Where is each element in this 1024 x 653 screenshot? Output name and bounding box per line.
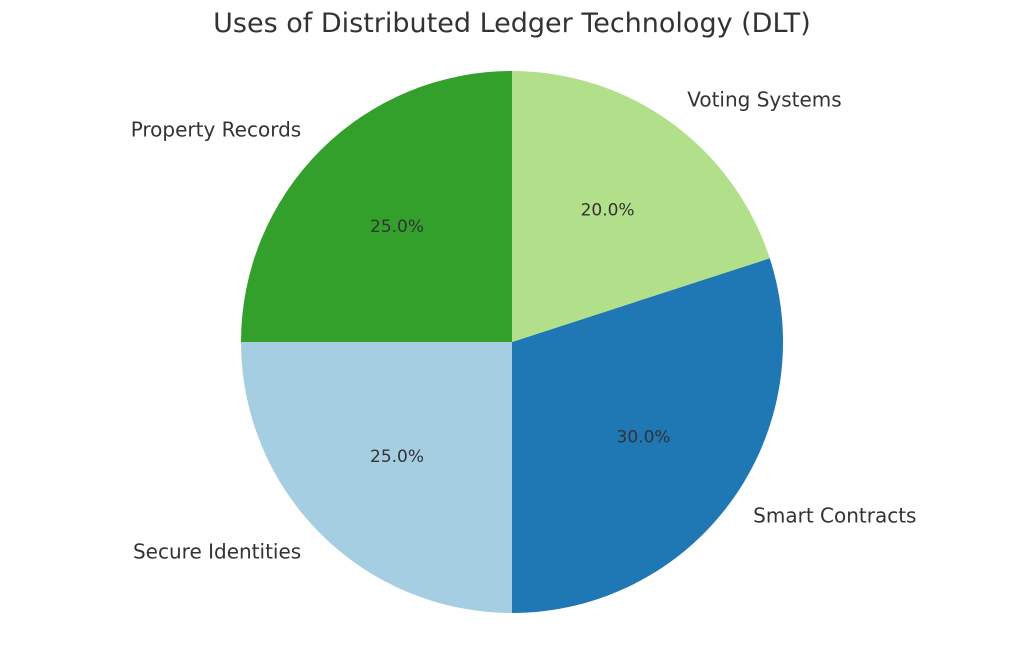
category-label: Secure Identities	[133, 539, 301, 563]
pie-slice-smart-contracts	[512, 258, 783, 613]
category-label: Voting Systems	[687, 87, 842, 111]
pie-slice-voting-systems	[512, 71, 770, 342]
category-label: Property Records	[131, 118, 302, 142]
pie-slice-secure-identities	[241, 342, 512, 613]
percentage-label: 25.0%	[370, 447, 424, 467]
percentage-label: 25.0%	[370, 217, 424, 237]
percentage-label: 20.0%	[581, 200, 635, 220]
pie-labels: Property Records 25.0% Secure Identities 25…	[131, 87, 917, 563]
pie-slice-property-records	[241, 71, 512, 342]
percentage-label: 30.0%	[617, 428, 671, 448]
category-label: Smart Contracts	[753, 504, 916, 528]
chart-title: Uses of Distributed Ledger Technology (D…	[213, 8, 811, 39]
pie-slices	[241, 71, 783, 613]
